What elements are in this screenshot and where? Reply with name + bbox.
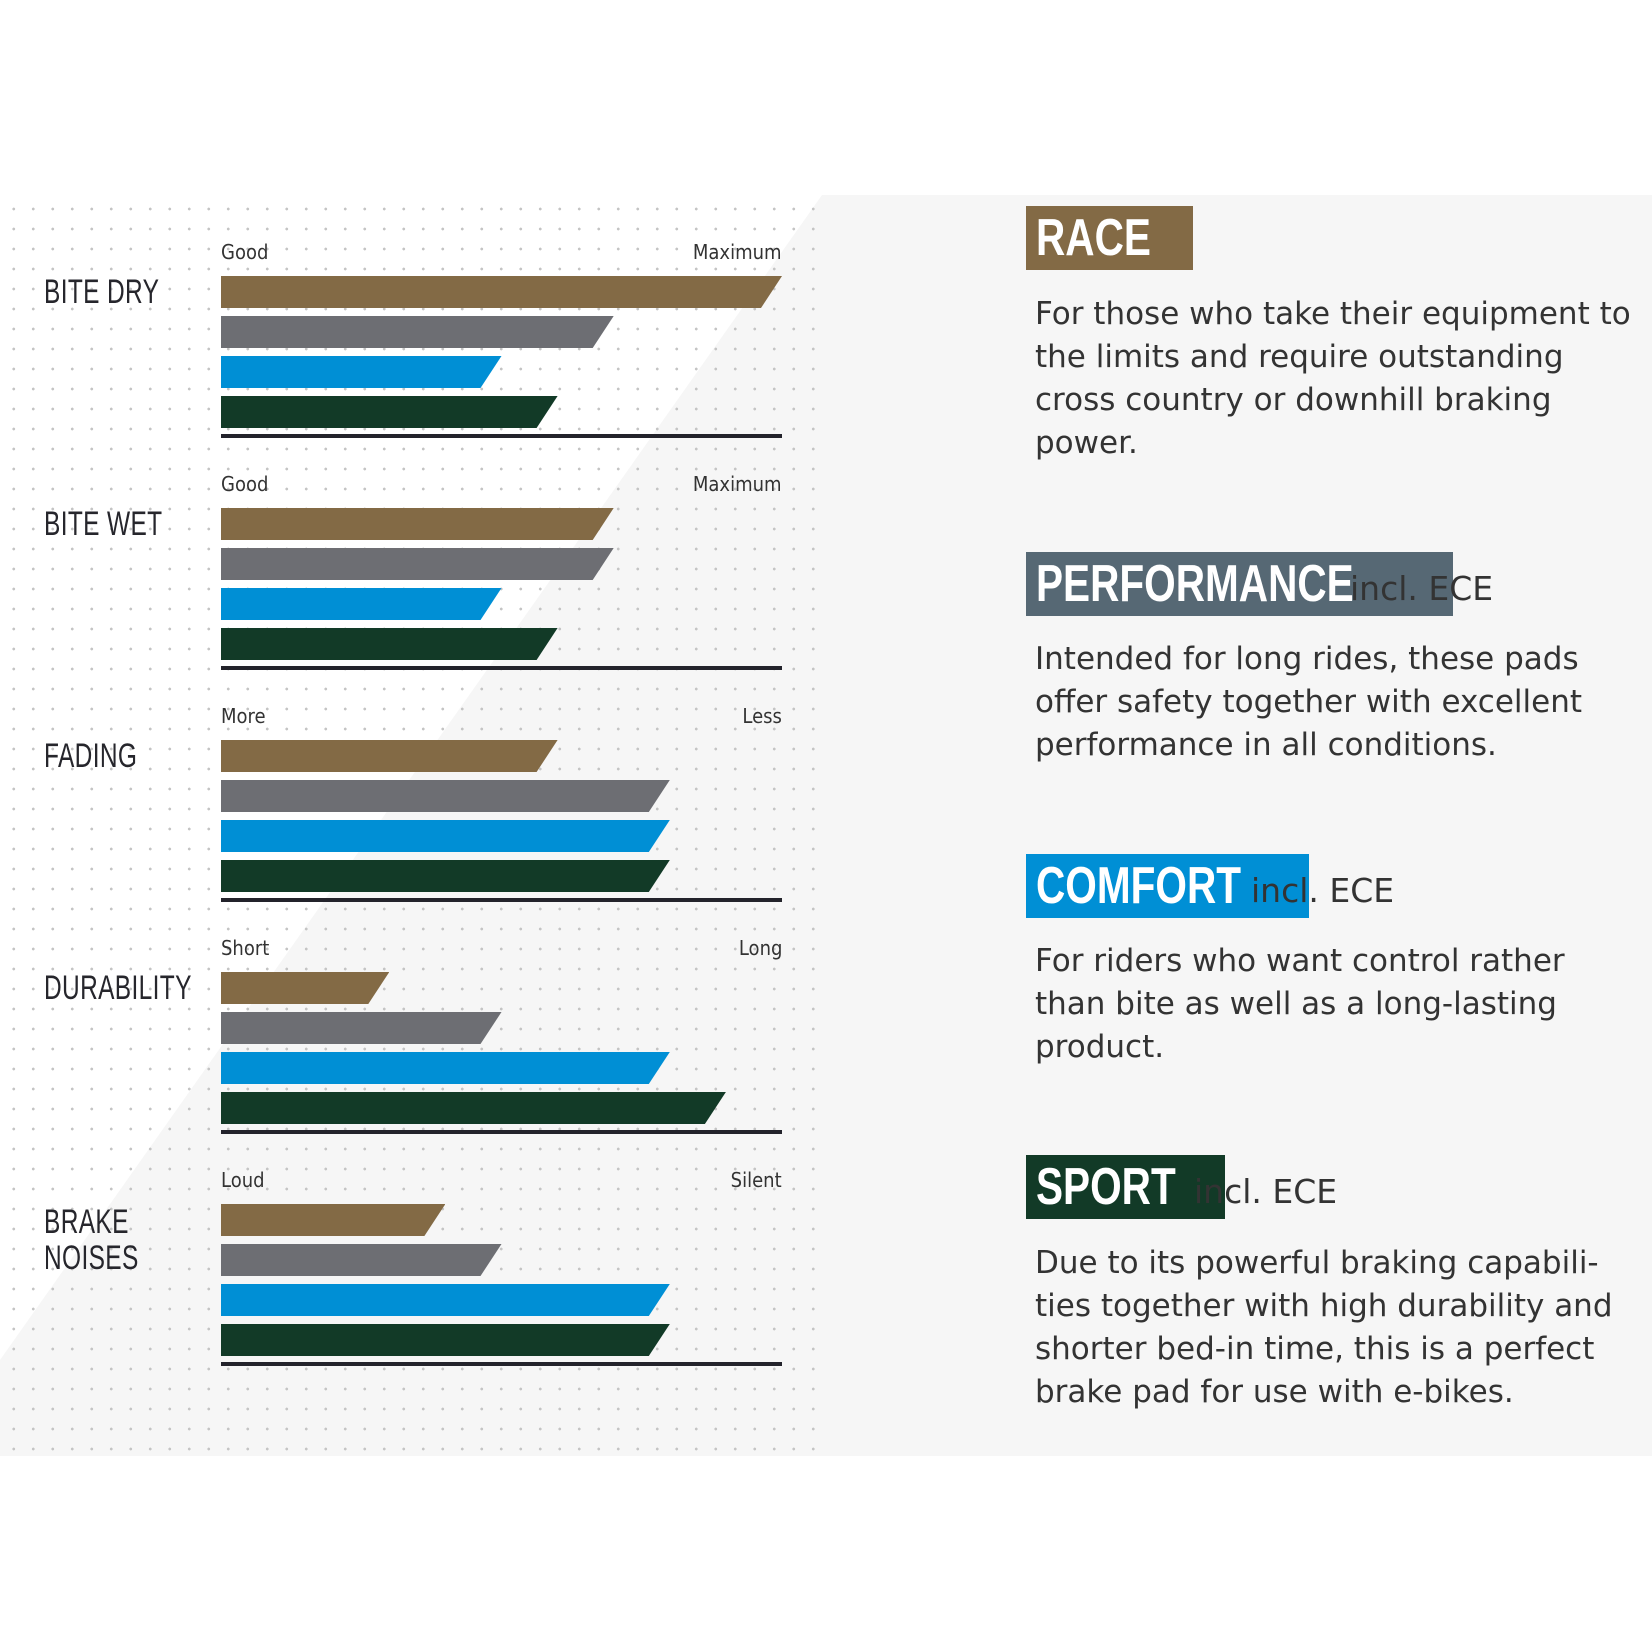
section-durability: DURABILITY Short Long — [0, 891, 822, 1134]
bar-race — [221, 276, 782, 308]
baseline — [221, 1362, 782, 1366]
scale-low-label: Loud — [221, 1168, 265, 1192]
scale-high-label: Maximum — [693, 472, 782, 496]
bar-race — [221, 1204, 445, 1236]
performance-description: Intended for long rides, these pads offe… — [1035, 641, 1582, 763]
category-label: DURABILITY — [44, 969, 192, 1007]
comfort-ece: incl. ECE — [1251, 871, 1395, 910]
scale-high-label: Less — [742, 704, 782, 728]
performance-badge: PERFORMANCE — [1026, 552, 1454, 616]
section-brake-noises: BRAKE NOISES Loud Silent — [0, 1123, 822, 1366]
bar-comfort — [221, 820, 670, 852]
bar-sport — [221, 396, 558, 428]
bar-comfort — [221, 356, 502, 388]
bar-sport — [221, 628, 558, 660]
bar-performance — [221, 1244, 502, 1276]
comfort-description: For riders who want control rather than … — [1035, 943, 1565, 1065]
scale-low-label: More — [221, 704, 266, 728]
scale-high-label: Maximum — [693, 240, 782, 264]
bar-comfort — [221, 1052, 670, 1084]
bar-sport — [221, 1324, 670, 1356]
bar-race — [221, 508, 614, 540]
sport-description: Due to its powerful braking capabili-tie… — [1035, 1245, 1613, 1410]
category-label: BITE WET — [44, 505, 163, 543]
category-label: FADING — [44, 737, 138, 775]
bar-comfort — [221, 1284, 670, 1316]
baseline — [221, 898, 782, 902]
baseline — [221, 1130, 782, 1134]
scale-low-label: Good — [221, 240, 269, 264]
baseline — [221, 434, 782, 438]
section-fading: FADING More Less — [0, 659, 822, 902]
bar-race — [221, 740, 558, 772]
bar-performance — [221, 316, 614, 348]
baseline — [221, 666, 782, 670]
comfort-badge: COMFORT — [1026, 854, 1309, 918]
bar-performance — [221, 1012, 502, 1044]
bar-race — [221, 972, 389, 1004]
scale-low-label: Short — [221, 936, 270, 960]
section-bite-wet: BITE WET Good Maximum — [0, 427, 822, 670]
bar-comfort — [221, 588, 502, 620]
category-label: NOISES — [44, 1239, 139, 1277]
sport-badge: SPORT — [1026, 1155, 1226, 1219]
comparison-panel: BITE DRY Good Maximum BITE WET Good Maximum FA… — [0, 195, 1652, 1456]
scale-low-label: Good — [221, 472, 269, 496]
scale-high-label: Silent — [731, 1168, 782, 1192]
bar-performance — [221, 548, 614, 580]
bar-sport — [221, 860, 670, 892]
bar-sport — [221, 1092, 726, 1124]
scale-high-label: Long — [738, 936, 782, 960]
bar-performance — [221, 780, 670, 812]
performance-ece: incl. ECE — [1350, 569, 1494, 608]
category-label: BRAKE — [44, 1203, 129, 1241]
sport-ece: incl. ECE — [1194, 1172, 1338, 1211]
race-badge: RACE — [1026, 206, 1194, 270]
race-description: For those who take their equipment to th… — [1035, 296, 1631, 461]
category-label: BITE DRY — [44, 273, 160, 311]
section-bite-dry: BITE DRY Good Maximum — [0, 195, 822, 438]
